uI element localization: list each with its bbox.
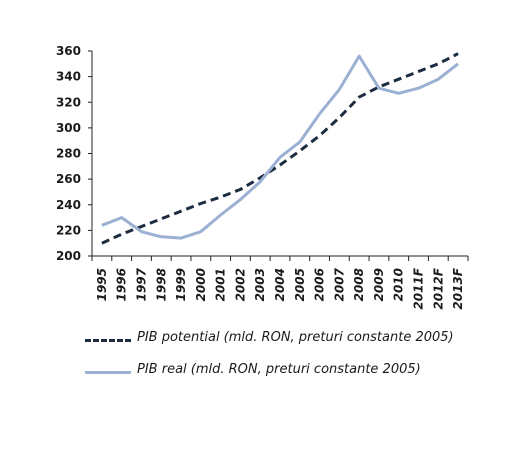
x-tick-label: 2013F bbox=[451, 267, 465, 309]
y-tick-label: 320 bbox=[56, 95, 81, 109]
x-tick-label: 1998 bbox=[154, 268, 168, 301]
y-axis-tick-labels: 200 220 240 260 280 300 320 340 360 bbox=[56, 44, 81, 263]
x-tick-label: 2007 bbox=[332, 267, 346, 301]
y-tick-label: 240 bbox=[56, 198, 81, 212]
x-tick-label: 2009 bbox=[372, 268, 386, 301]
x-axis-tick-labels: 1995 1996 1997 1998 1999 2000 2001 2002 2003 2004… bbox=[95, 267, 465, 309]
y-tick-label: 200 bbox=[56, 249, 81, 263]
legend-item-real: PIB real (mld. RON, preturi constante 20… bbox=[85, 361, 505, 383]
x-tick-label: 1999 bbox=[174, 268, 188, 301]
x-tick-label: 2011F bbox=[412, 267, 426, 309]
legend-label-potential: PIB potential (mld. RON, preturi constan… bbox=[137, 330, 454, 345]
y-tick-label: 220 bbox=[56, 223, 81, 237]
x-tick-label: 1995 bbox=[95, 268, 109, 301]
series-line-real bbox=[101, 54, 460, 240]
legend-item-potential: PIB potential (mld. RON, preturi constan… bbox=[85, 329, 505, 351]
y-tick-label: 260 bbox=[56, 172, 81, 186]
x-tick-label: 2005 bbox=[293, 268, 307, 301]
x-tick-label: 2012F bbox=[431, 267, 445, 309]
legend-swatch-potential bbox=[85, 339, 131, 342]
x-tick-label: 2008 bbox=[352, 268, 366, 301]
axes bbox=[88, 50, 469, 261]
x-tick-label: 2010 bbox=[392, 268, 406, 301]
x-tick-label: 2000 bbox=[194, 268, 208, 301]
series-line-potential bbox=[101, 52, 459, 245]
y-tick-label: 340 bbox=[56, 70, 81, 84]
x-tick-label: 1997 bbox=[134, 267, 148, 301]
x-tick-label: 2004 bbox=[273, 268, 287, 301]
y-tick-label: 300 bbox=[56, 121, 81, 135]
x-tick-label: 2001 bbox=[214, 268, 228, 301]
x-tick-label: 2002 bbox=[233, 268, 247, 301]
legend-swatch-real bbox=[85, 371, 131, 374]
x-tick-label: 2006 bbox=[313, 268, 327, 301]
x-tick-label: 1996 bbox=[115, 268, 129, 301]
legend-label-real: PIB real (mld. RON, preturi constante 20… bbox=[137, 362, 421, 377]
y-tick-label: 280 bbox=[56, 147, 81, 161]
x-tick-label: 2003 bbox=[253, 268, 267, 301]
series-lines bbox=[101, 52, 460, 245]
y-tick-label: 360 bbox=[56, 44, 81, 58]
